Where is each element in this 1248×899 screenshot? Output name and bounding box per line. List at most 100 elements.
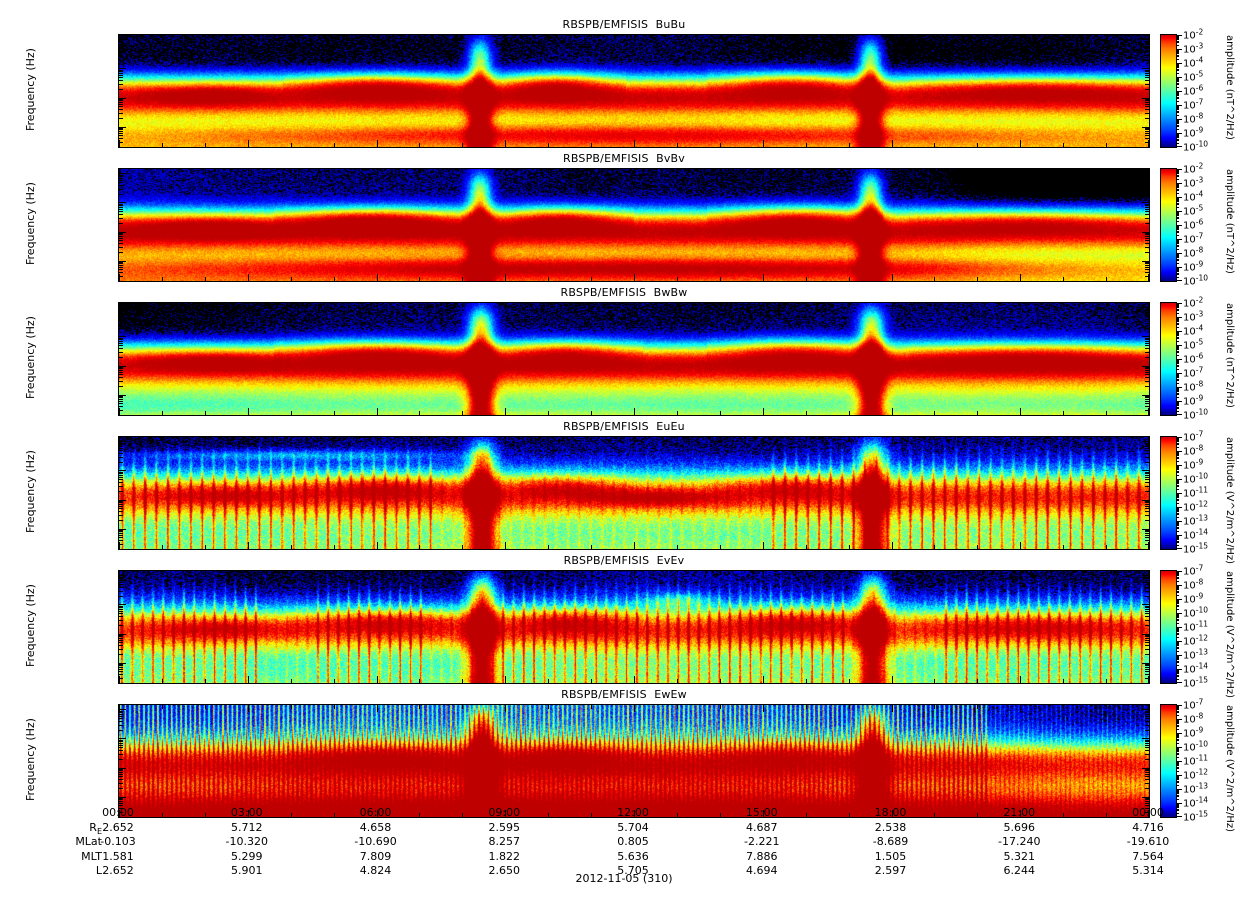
colorbar-minor-tick	[1176, 514, 1179, 515]
ephemeris-table: 00:00 03:00 06:00 09:00 12:00 15:00 18:00 21:00…	[0, 806, 1248, 879]
colorbar-minor-tick	[1176, 662, 1179, 663]
colorbar-minor-tick	[1176, 707, 1179, 708]
colorbar-minor-tick	[1176, 616, 1179, 617]
colorbar-minor-tick	[1176, 69, 1179, 70]
colorbar-major-tick	[1176, 775, 1182, 776]
colorbar-minor-tick	[1176, 658, 1179, 659]
colorbar-minor-tick	[1176, 673, 1179, 674]
colorbar-minor-tick	[1176, 115, 1179, 116]
colorbar-minor-tick	[1176, 737, 1179, 738]
colorbar-minor-tick	[1176, 37, 1179, 38]
colorbar-minor-tick	[1176, 273, 1179, 274]
colorbar-tick-label: 10-6	[1183, 217, 1204, 232]
colorbar-major-tick	[1176, 816, 1182, 817]
panel-title-evev: RBSPB/EMFISIS EvEv	[563, 554, 685, 567]
colorbar-minor-tick	[1176, 706, 1179, 707]
colorbar-minor-tick	[1176, 120, 1179, 121]
x-tick-labels-value: 03:00	[230, 806, 263, 819]
colorbar-tick-label: 10-7	[1183, 231, 1204, 246]
spectrogram-plot-eueu[interactable]	[118, 436, 1150, 550]
colorbar-minor-tick	[1176, 228, 1179, 229]
spectrogram-plot-evev[interactable]	[118, 570, 1150, 684]
colorbar-ewew: 10-7 10-8 10-9 10-10 10-11 10-12 10-13 10-14 10-…	[1160, 698, 1235, 832]
colorbar-minor-tick	[1176, 226, 1179, 227]
colorbar-minor-tick	[1176, 101, 1179, 102]
spectrogram-image-evev	[119, 571, 1149, 683]
colorbar-minor-tick	[1176, 246, 1179, 247]
spectrogram-plot-ewew[interactable]	[118, 704, 1150, 818]
colorbar-tick-label: 10-2	[1183, 295, 1204, 310]
colorbar-minor-tick	[1176, 531, 1179, 532]
colorbar-minor-tick	[1176, 97, 1179, 98]
colorbar-minor-tick	[1176, 799, 1179, 800]
colorbar-minor-tick	[1176, 129, 1179, 130]
colorbar-minor-tick	[1176, 438, 1179, 439]
colorbar-gradient	[1161, 571, 1176, 683]
colorbar-minor-tick	[1176, 56, 1179, 57]
colorbar-major-tick	[1176, 133, 1182, 134]
colorbar-minor-tick	[1176, 53, 1179, 54]
colorbar-minor-tick	[1176, 307, 1179, 308]
colorbar-major-tick	[1176, 585, 1182, 586]
colorbar-minor-tick	[1176, 472, 1179, 473]
colorbar-minor-tick	[1176, 109, 1179, 110]
colorbar-minor-tick	[1176, 726, 1179, 727]
colorbar-tick-label: 10-9	[1183, 457, 1204, 472]
colorbar-major-tick	[1176, 507, 1182, 508]
colorbar-minor-tick	[1176, 712, 1179, 713]
y-minor-tick	[1145, 415, 1149, 416]
colorbar-major-tick	[1176, 613, 1182, 614]
colorbar-minor-tick	[1176, 792, 1179, 793]
colorbar-major-tick	[1176, 789, 1182, 790]
ephemeris-row-mlat-value: -17.240	[998, 835, 1041, 848]
colorbar-tick-label: 10-11	[1183, 753, 1208, 768]
colorbar-major-tick	[1176, 669, 1182, 670]
colorbar-minor-tick	[1176, 355, 1179, 356]
y-axis-ticks: 104103102101	[0, 168, 118, 280]
spectrogram-plot-bvbv[interactable]	[118, 168, 1150, 282]
colorbar-minor-tick	[1176, 78, 1179, 79]
colorbar-minor-tick	[1176, 536, 1179, 537]
colorbar-minor-tick	[1176, 513, 1179, 514]
y-minor-tick	[119, 147, 123, 148]
colorbar-minor-tick	[1176, 524, 1179, 525]
colorbar-minor-tick	[1176, 98, 1179, 99]
colorbar-minor-tick	[1176, 313, 1179, 314]
colorbar-minor-tick	[1176, 51, 1179, 52]
colorbar-tick-label: 10-13	[1183, 781, 1208, 796]
colorbar-minor-tick	[1176, 255, 1179, 256]
colorbar-minor-tick	[1176, 656, 1179, 657]
colorbar-minor-tick	[1176, 320, 1179, 321]
y-axis-ticks: 104103102101	[0, 34, 118, 146]
colorbar-minor-tick	[1176, 679, 1179, 680]
colorbar-major-tick	[1176, 705, 1182, 706]
colorbar-minor-tick	[1176, 467, 1179, 468]
colorbar-major-tick	[1176, 761, 1182, 762]
colorbar-minor-tick	[1176, 648, 1179, 649]
ephemeris-row-r-value: 2.538	[874, 820, 907, 834]
colorbar-minor-tick	[1176, 112, 1179, 113]
colorbar-minor-tick	[1176, 606, 1179, 607]
ephemeris-row-mlat: MLat -0.103 -10.320 -10.690 8.257 0.805 -2.221…	[0, 835, 1248, 850]
colorbar-major-tick	[1176, 747, 1182, 748]
colorbar-major-tick	[1176, 77, 1182, 78]
spectrogram-image-bvbv	[119, 169, 1149, 281]
colorbar-minor-tick	[1176, 781, 1179, 782]
colorbar-minor-tick	[1176, 629, 1179, 630]
spectrogram-plot-bubu[interactable]	[118, 34, 1150, 148]
ephemeris-row-l-value: 5.705	[617, 864, 649, 877]
colorbar-minor-tick	[1176, 725, 1179, 726]
colorbar-label: amplitude (nT^2/Hz)	[1224, 303, 1235, 408]
colorbar-minor-tick	[1176, 723, 1179, 724]
colorbar-gradient	[1161, 437, 1176, 549]
colorbar-minor-tick	[1176, 332, 1179, 333]
colorbar-tick-label: 10-14	[1183, 795, 1208, 810]
colorbar-label: amplitude (V^2/m^2/Hz)	[1224, 437, 1235, 565]
colorbar-major-tick	[1176, 387, 1182, 388]
colorbar-minor-tick	[1176, 617, 1179, 618]
spectrogram-plot-bwbw[interactable]	[118, 302, 1150, 416]
colorbar-tick-label: 10-9	[1183, 125, 1204, 140]
colorbar-major-tick	[1176, 521, 1182, 522]
colorbar-minor-tick	[1176, 768, 1179, 769]
